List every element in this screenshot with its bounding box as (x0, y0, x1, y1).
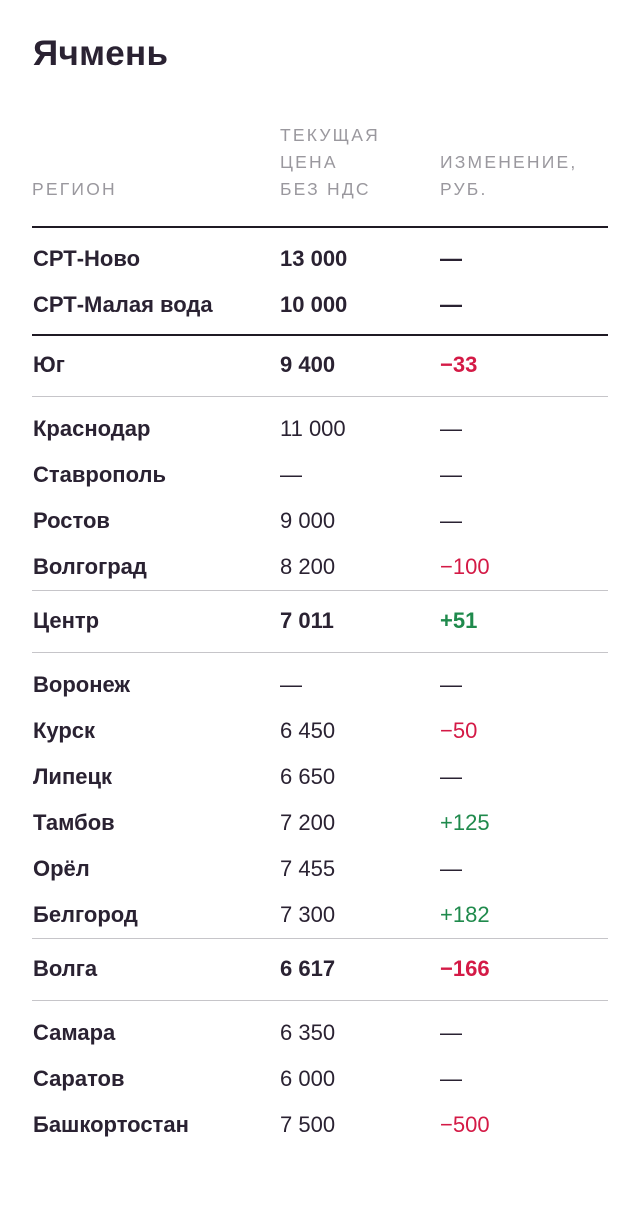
divider (32, 226, 608, 228)
table-row: Липецк 6 650 — (32, 760, 608, 794)
price-cell: 9 000 (280, 508, 336, 533)
price-cell: 7 300 (280, 902, 336, 927)
region-cell: Ростов (33, 508, 110, 533)
table-row: Ставрополь — — (32, 458, 608, 492)
summary-row: Юг 9 400 −33 (32, 348, 608, 382)
column-header-price: ТЕКУЩАЯ ЦЕНА БЕЗ НДС (280, 125, 380, 199)
price-cell: 9 400 (280, 352, 336, 377)
table-row: СРТ-Ново 13 000 — (32, 242, 608, 276)
table-row: Волгоград 8 200 −100 (32, 550, 608, 584)
region-cell: Юг (33, 352, 65, 377)
table-row: СРТ-Малая вода 10 000 — (32, 288, 608, 322)
divider (32, 590, 608, 591)
divider (32, 396, 608, 397)
summary-row: Волга 6 617 −166 (32, 952, 608, 986)
change-cell: +125 (440, 810, 490, 835)
change-cell: — (440, 856, 462, 881)
price-cell: 6 350 (280, 1020, 336, 1045)
price-cell: 7 455 (280, 856, 336, 881)
region-cell: Липецк (33, 764, 113, 789)
column-header-change: ИЗМЕНЕНИЕ, РУБ. (440, 152, 578, 199)
change-cell: −100 (440, 554, 490, 579)
table-row: Ростов 9 000 — (32, 504, 608, 538)
change-cell: — (440, 292, 462, 317)
summary-row: Центр 7 011 +51 (32, 604, 608, 638)
change-cell: — (440, 246, 462, 271)
change-cell: — (440, 1066, 462, 1091)
region-cell: Орёл (33, 856, 90, 881)
price-cell: 7 500 (280, 1112, 336, 1137)
price-cell: 7 011 (280, 608, 334, 633)
region-cell: Тамбов (33, 810, 115, 835)
price-cell: 6 617 (280, 956, 336, 981)
region-cell: Волгоград (33, 554, 147, 579)
region-cell: Белгород (33, 902, 138, 927)
price-cell: 10 000 (280, 292, 348, 317)
change-cell: −33 (440, 352, 478, 377)
change-cell: −166 (440, 956, 490, 981)
change-cell: — (440, 508, 462, 533)
table-row: Воронеж — — (32, 668, 608, 702)
divider (32, 938, 608, 939)
region-cell: Самара (33, 1020, 116, 1045)
change-cell: −50 (440, 718, 478, 743)
region-cell: Ставрополь (33, 462, 166, 487)
table-row: Орёл 7 455 — (32, 852, 608, 886)
region-cell: СРТ-Ново (33, 246, 141, 271)
price-cell: — (280, 462, 302, 487)
change-cell: — (440, 1020, 462, 1045)
region-cell: СРТ-Малая вода (33, 292, 213, 317)
price-cell: 6 650 (280, 764, 336, 789)
table-row: Белгород 7 300 +182 (32, 898, 608, 932)
price-cell: 11 000 (280, 416, 346, 441)
price-cell: 8 200 (280, 554, 336, 579)
table-row: Курск 6 450 −50 (32, 714, 608, 748)
column-header-region: РЕГИОН (32, 179, 117, 199)
price-cell: 7 200 (280, 810, 336, 835)
region-cell: Краснодар (33, 416, 151, 441)
region-cell: Саратов (33, 1066, 125, 1091)
region-cell: Воронеж (33, 672, 131, 697)
change-cell: +51 (440, 608, 478, 633)
region-cell: Центр (33, 608, 100, 633)
divider (32, 334, 608, 336)
divider (32, 652, 608, 653)
price-cell: 6 000 (280, 1066, 336, 1091)
price-cell: 13 000 (280, 246, 348, 271)
table-row: Тамбов 7 200 +125 (32, 806, 608, 840)
region-cell: Башкортостан (33, 1112, 189, 1137)
change-cell: — (440, 416, 462, 441)
region-cell: Курск (33, 718, 96, 743)
divider (32, 1000, 608, 1001)
table-row: Краснодар 11 000 — (32, 412, 608, 446)
table-row: Самара 6 350 — (32, 1016, 608, 1050)
change-cell: — (440, 764, 462, 789)
price-cell: 6 450 (280, 718, 336, 743)
change-cell: −500 (440, 1112, 490, 1137)
region-cell: Волга (33, 956, 98, 981)
price-cell: — (280, 672, 302, 697)
change-cell: — (440, 462, 462, 487)
change-cell: — (440, 672, 462, 697)
table-row: Саратов 6 000 — (32, 1062, 608, 1096)
change-cell: +182 (440, 902, 490, 927)
page-title: Ячмень (33, 34, 169, 73)
table-row: Башкортостан 7 500 −500 (32, 1108, 608, 1142)
